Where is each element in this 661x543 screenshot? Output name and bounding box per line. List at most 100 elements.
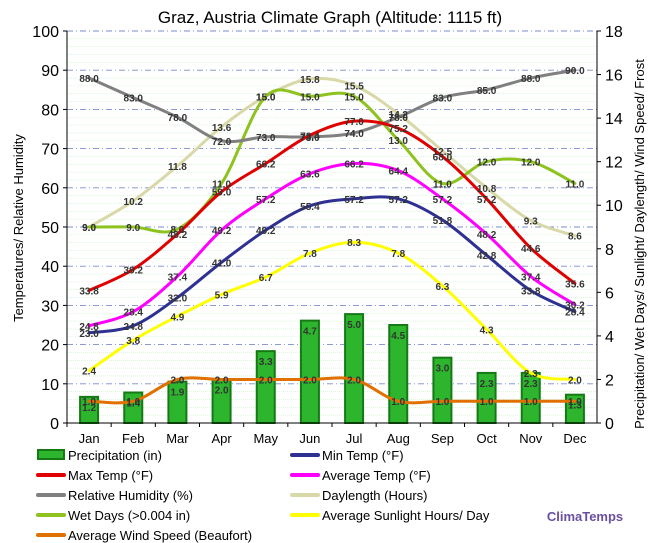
data-label: 13.0 xyxy=(389,136,409,147)
data-label: 2.0 xyxy=(215,375,229,386)
data-label: 2.0 xyxy=(347,375,361,386)
data-label: 37.4 xyxy=(168,272,188,283)
legend-entry: Average Temp (°F) xyxy=(322,468,431,483)
x-tick-label: Sep xyxy=(431,431,454,446)
legend-entry: Precipitation (in) xyxy=(68,448,162,463)
line-layer xyxy=(87,68,577,405)
data-label: 4.3 xyxy=(480,325,494,336)
y-tick-left-label: 80 xyxy=(41,102,59,119)
data-label: 77.0 xyxy=(344,117,364,128)
data-label: 7.8 xyxy=(391,249,405,260)
data-label: 2.0 xyxy=(215,385,229,396)
data-label: 51.8 xyxy=(433,216,453,227)
legend-entry: Wet Days (>0.004 in) xyxy=(68,508,190,523)
legend-entry: Relative Humidity (%) xyxy=(68,488,193,503)
data-label-layer: 1.2 1.41.9 2.03.34.75.04.53.02.3 2.31.323.0… xyxy=(79,66,585,414)
data-label: 2.0 xyxy=(170,375,184,386)
data-label: 4.5 xyxy=(391,331,405,342)
data-label: 72.0 xyxy=(212,137,232,148)
y-tick-left-label: 0 xyxy=(50,416,59,433)
data-label: 88.0 xyxy=(521,74,541,85)
y-tick-right-label: 2 xyxy=(605,372,614,389)
data-label: 64.4 xyxy=(389,167,409,178)
data-label: 8.0 xyxy=(170,225,184,236)
data-label: 4.7 xyxy=(303,327,317,338)
series-line-relative-humidity xyxy=(87,68,577,144)
data-label: 57.2 xyxy=(344,195,364,206)
data-label: 15.5 xyxy=(344,81,364,92)
legend-entry: Max Temp (°F) xyxy=(68,468,153,483)
legend-entry: Average Sunlight Hours/ Day xyxy=(322,508,490,523)
data-label: 32.0 xyxy=(168,294,188,305)
data-label: 1.0 xyxy=(126,397,140,408)
data-label: 1.0 xyxy=(391,397,405,408)
data-label: 68.0 xyxy=(433,152,453,163)
data-label: 7.8 xyxy=(303,249,317,260)
data-label: 8.3 xyxy=(347,238,361,249)
x-tick-label: Jun xyxy=(299,431,320,446)
data-label: 28.4 xyxy=(124,308,144,319)
data-label: 1.9 xyxy=(170,388,184,399)
data-label: 11.0 xyxy=(212,179,231,190)
data-label: 33.8 xyxy=(79,287,99,298)
data-label: 59.0 xyxy=(212,188,232,199)
series-line-average-temp-f xyxy=(87,161,577,328)
y-tick-right-label: 14 xyxy=(605,111,623,128)
chart-title: Graz, Austria Climate Graph (Altitude: 1… xyxy=(158,8,502,27)
data-label: 24.8 xyxy=(79,322,99,333)
y-tick-right-label: 16 xyxy=(605,68,623,85)
data-label: 15.0 xyxy=(256,92,276,103)
data-label: 1.4 xyxy=(126,399,140,410)
data-label: 48.2 xyxy=(477,230,497,241)
data-label: 1.3 xyxy=(568,401,582,412)
y-tick-left-label: 60 xyxy=(41,181,59,198)
data-label: 2.0 xyxy=(568,375,582,386)
data-label: 49.2 xyxy=(256,226,276,237)
y-tick-right-label: 0 xyxy=(605,416,614,433)
x-tick-label: Jan xyxy=(79,431,100,446)
data-label: 12.0 xyxy=(477,158,497,169)
data-label: 11.0 xyxy=(565,179,584,190)
data-label: 15.0 xyxy=(256,92,276,103)
data-label: 2.0 xyxy=(259,375,273,386)
y-tick-left-label: 20 xyxy=(41,338,59,355)
series-line-daylength-hours xyxy=(87,76,577,238)
data-label: 9.0 xyxy=(126,223,140,234)
data-label: 12.0 xyxy=(521,158,541,169)
x-tick-label: Oct xyxy=(476,431,497,446)
data-label: 78.0 xyxy=(168,113,188,124)
legend-entry: Min Temp (°F) xyxy=(322,448,404,463)
series-line-min-temp-f xyxy=(87,195,577,335)
data-label: 63.6 xyxy=(300,170,320,181)
data-label: 14.2 xyxy=(389,110,409,121)
y-axis-left-label: Temperatures/ Relative Humidity xyxy=(11,134,26,322)
x-tick-label: Dec xyxy=(563,431,587,446)
y-tick-left-label: 40 xyxy=(41,259,59,276)
y-tick-left-label: 70 xyxy=(41,142,59,159)
legend: Precipitation (in) Min Temp (°F) Max Temp … xyxy=(36,448,490,543)
y-tick-left-label: 50 xyxy=(41,220,59,237)
data-label: 30.2 xyxy=(565,301,585,312)
data-label: 83.0 xyxy=(124,94,144,105)
data-label: 2.3 xyxy=(524,379,538,390)
y-tick-right-label: 12 xyxy=(605,155,623,172)
data-label: 57.2 xyxy=(433,195,453,206)
data-label: 10.8 xyxy=(477,184,497,195)
y-tick-left-label: 10 xyxy=(41,377,59,394)
data-label: 9.3 xyxy=(524,216,538,227)
x-tick-label: May xyxy=(253,431,278,446)
data-label: 33.8 xyxy=(521,287,541,298)
legend-entry: Average Wind Speed (Beaufort) xyxy=(68,528,252,543)
data-label: 85.0 xyxy=(477,86,497,97)
data-label: 11.0 xyxy=(433,179,452,190)
data-label: 15.0 xyxy=(344,92,364,103)
data-label: 12.5 xyxy=(433,147,453,158)
x-tick-label: Feb xyxy=(122,431,144,446)
data-label: 88.0 xyxy=(79,74,99,85)
series-line-wet-days-0-004-in xyxy=(87,88,577,234)
data-label: 3.3 xyxy=(259,357,273,368)
x-tick-label: Jul xyxy=(346,431,363,446)
y-tick-left-label: 30 xyxy=(41,298,59,315)
